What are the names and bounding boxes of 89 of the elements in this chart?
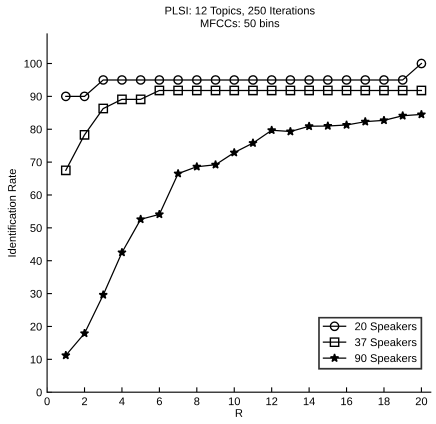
point [230, 148, 239, 157]
y-tick-label: 100 [24, 60, 42, 68]
point [398, 75, 408, 85]
point [136, 75, 146, 85]
point [98, 290, 108, 299]
point [398, 110, 408, 120]
point [267, 125, 276, 134]
x-tick-label: 20 [416, 397, 428, 406]
y-tick-label: 90 [30, 92, 42, 101]
point [248, 138, 258, 148]
point [173, 168, 183, 178]
point [154, 86, 164, 96]
x-tick-label: 2 [82, 397, 88, 406]
point [210, 75, 220, 85]
point [117, 94, 127, 104]
point [192, 86, 202, 96]
point [379, 86, 389, 96]
legend-label: 90 Speakers [355, 354, 417, 364]
point [266, 86, 277, 96]
point [379, 75, 389, 85]
point [416, 110, 426, 119]
y-axis-title: Identification Rate [8, 169, 16, 257]
point [117, 75, 127, 85]
point [60, 92, 71, 102]
point [342, 120, 352, 130]
point [322, 75, 333, 85]
point [80, 130, 90, 140]
point [80, 92, 90, 102]
point [248, 86, 258, 96]
point [60, 165, 71, 176]
point [304, 86, 314, 96]
point [360, 75, 370, 85]
point [210, 86, 220, 96]
point [210, 160, 220, 169]
point [342, 86, 352, 96]
point [323, 121, 332, 130]
x-tick-label: 4 [119, 397, 125, 406]
point [98, 75, 108, 85]
point [266, 75, 277, 85]
point [98, 104, 108, 114]
x-tick-label: 14 [304, 397, 315, 406]
point [192, 75, 202, 85]
x-axis-title: R [236, 409, 242, 417]
point [286, 126, 296, 136]
legend-label: 37 Speakers [354, 338, 417, 348]
y-tick-label: 40 [30, 256, 42, 265]
y-tick-label: 0 [36, 388, 42, 396]
legend-label: 20 Speakers [355, 322, 417, 332]
point [416, 58, 426, 68]
point [248, 75, 258, 85]
point [136, 94, 146, 104]
point [286, 75, 296, 85]
point [229, 86, 240, 96]
chart-title: PLSI: 12 Topics, 250 Iterations [165, 6, 315, 17]
point [80, 328, 90, 338]
y-tick-label: 70 [30, 158, 42, 166]
point [117, 248, 127, 257]
point [192, 162, 202, 171]
point [154, 210, 164, 218]
point [136, 214, 146, 224]
point [229, 75, 240, 85]
y-tick-label: 60 [30, 191, 42, 200]
y-tick-label: 30 [30, 290, 42, 298]
chart-subtitle: MFCCs: 50 bins [200, 19, 280, 28]
point [398, 86, 408, 96]
point [322, 86, 333, 96]
point [304, 121, 314, 130]
y-tick-label: 50 [30, 224, 42, 232]
point [416, 86, 426, 96]
point [173, 75, 183, 85]
point [286, 86, 296, 96]
x-tick-label: 16 [341, 397, 352, 406]
x-tick-label: 18 [378, 397, 390, 406]
x-tick-label: 8 [194, 397, 200, 406]
point [61, 350, 70, 360]
x-tick-label: 10 [228, 397, 240, 406]
point [360, 116, 370, 126]
x-tick-label: 0 [44, 397, 50, 406]
y-tick-label: 20 [30, 322, 42, 331]
point [379, 116, 389, 124]
x-tick-label: 6 [156, 397, 162, 406]
y-tick-label: 80 [30, 126, 42, 134]
point [360, 86, 370, 96]
y-tick-label: 10 [30, 356, 42, 364]
point [304, 75, 314, 85]
point [154, 75, 164, 85]
point [342, 75, 352, 85]
x-tick-label: 12 [266, 397, 278, 406]
point [173, 86, 183, 96]
